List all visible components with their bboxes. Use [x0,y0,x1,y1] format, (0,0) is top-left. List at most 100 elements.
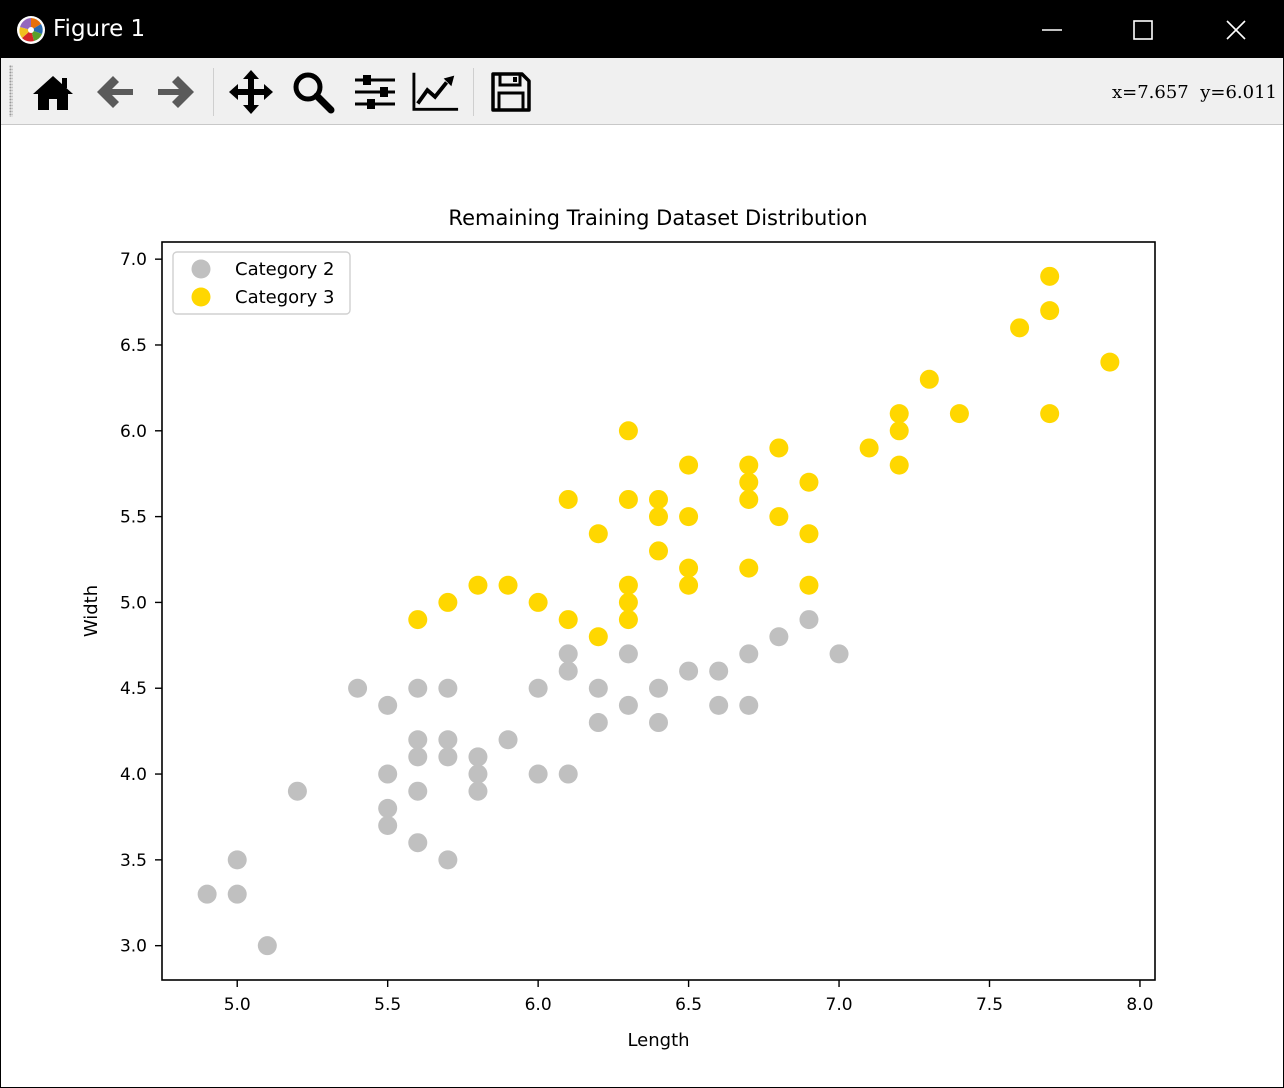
toolbar-separator [473,68,474,116]
axes-frame [161,241,1156,981]
window-title: Figure 1 [53,16,146,42]
home-button[interactable] [29,68,77,116]
configure-subplots-button[interactable] [351,68,399,116]
scatter-point-category-3 [498,575,518,595]
scatter-point-category-3 [739,472,759,492]
legend-box [172,251,351,315]
edit-axis-button[interactable] [412,68,460,116]
scatter-point-category-3 [949,404,969,424]
scatter-point-category-3 [739,558,759,578]
x-tick-label: 6.0 [525,995,552,1015]
scatter-point-category-3 [889,421,909,441]
scatter-point-category-2 [227,884,247,904]
scatter-point-category-3 [1040,266,1060,286]
minimize-button[interactable] [1007,1,1097,58]
scatter-point-category-2 [438,678,458,698]
scatter-point-category-2 [528,678,548,698]
scatter-point-category-3 [1100,352,1120,372]
scatter-point-category-3 [1040,301,1060,321]
scatter-point-category-2 [709,661,729,681]
toolbar-separator [213,68,214,116]
x-tick-label: 5.0 [224,995,251,1015]
scatter-point-category-3 [739,489,759,509]
scatter-point-category-2 [769,627,789,647]
legend-label: Category 3 [235,287,334,308]
scatter-point-category-2 [197,884,217,904]
legend-marker [191,259,211,279]
scatter-point-category-3 [649,541,668,561]
scatter-point-category-3 [1040,404,1060,424]
scatter-point-category-3 [618,489,638,509]
y-tick-label: 5.5 [120,508,147,528]
zoom-button[interactable] [289,68,337,116]
scatter-point-category-3 [679,455,699,475]
scatter-point-category-2 [378,695,398,715]
x-tick-label: 7.0 [826,995,853,1015]
plot-canvas[interactable]: Remaining Training Dataset Distribution … [1,125,1283,1087]
scatter-point-category-3 [679,507,699,527]
x-tick-label: 7.5 [976,995,1003,1015]
legend: Category 2 Category 3 [172,251,351,315]
scatter-point-category-3 [799,524,819,544]
scatter-point-category-3 [649,507,668,527]
scatter-point-category-2 [378,798,398,818]
save-button[interactable] [487,68,535,116]
scatter-point-category-2 [649,678,668,698]
y-tick-label: 6.5 [120,336,147,356]
scatter-point-category-3 [558,610,578,630]
forward-arrow-icon [158,76,194,108]
scatter-point-category-2 [408,747,428,767]
scatter-point-category-2 [408,833,428,853]
scatter-point-category-3 [1010,318,1030,338]
y-tick-label: 3.5 [120,851,147,871]
close-icon [1226,19,1246,40]
pan-button[interactable] [227,68,275,116]
scatter-point-category-2 [468,747,488,767]
maximize-button[interactable] [1098,1,1188,58]
scatter-point-category-3 [618,575,638,595]
legend-marker [191,287,211,307]
scatter-point-category-2 [618,644,638,664]
scatter-point-category-2 [438,747,458,767]
scatter-point-category-2 [558,644,578,664]
scatter-point-category-3 [558,489,578,509]
scatter-point-category-3 [528,592,548,612]
y-axis-label: Width [81,585,102,637]
scatter-point-category-2 [679,661,699,681]
scatter-point-category-2 [588,713,608,733]
scatter-point-category-3 [618,592,638,612]
scatter-point-category-3 [769,507,789,527]
scatter-point-category-2 [408,781,428,801]
scatter-point-category-3 [649,489,668,509]
scatter-point-category-3 [679,575,699,595]
back-button[interactable] [91,68,139,116]
scatter-point-category-3 [769,438,789,458]
scatter-point-category-3 [859,438,879,458]
navigation-toolbar: x=7.657 y=6.011 [1,58,1283,125]
scatter-point-category-3 [889,455,909,475]
forward-button[interactable] [152,68,200,116]
scatter-point-category-3 [618,610,638,630]
cursor-coordinates: x=7.657 y=6.011 [1112,82,1277,103]
y-tick-label: 4.5 [120,679,147,699]
scatter-point-category-2 [287,781,307,801]
close-button[interactable] [1191,1,1281,58]
edit-axis-icon [412,72,459,111]
toolbar-grip[interactable] [9,65,13,117]
pan-icon [229,70,273,114]
scatter-point-category-3 [408,610,428,630]
y-tick-label: 5.0 [120,593,147,613]
y-tick-label: 4.0 [120,765,147,785]
back-arrow-icon [97,76,133,108]
scatter-point-category-2 [829,644,849,664]
scatter-point-category-2 [348,678,368,698]
scatter-point-category-3 [438,592,458,612]
scatter-point-category-3 [919,369,939,389]
scatter-point-category-3 [799,472,819,492]
y-tick-label: 6.0 [120,422,147,442]
scatter-point-category-2 [558,661,578,681]
scatter-point-category-3 [618,421,638,441]
scatter-point-category-2 [709,695,729,715]
title-bar: Figure 1 [1,1,1283,58]
matplotlib-logo-icon [17,16,45,44]
